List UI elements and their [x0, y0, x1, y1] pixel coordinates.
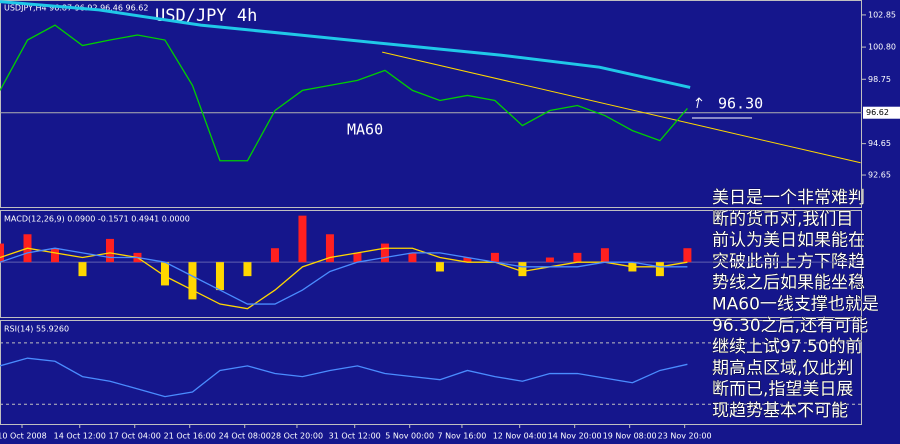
arrow: [695, 97, 703, 109]
histogram-bar: [270, 248, 279, 263]
chart-title: USD/JPY 4h: [155, 6, 257, 26]
x-tick-label: 17 Oct 04:00: [109, 432, 161, 441]
note-line: 现趋势基本不可能: [712, 401, 848, 421]
x-tick-label: 23 Nov 20:00: [658, 432, 712, 441]
x-tick-label: 21 Oct 16:00: [164, 432, 216, 441]
note-line: 断的货币对,我们目: [712, 209, 853, 229]
y-tick-label: 94.65: [868, 139, 891, 148]
macd-info: MACD(12,26,9) 0.0900 -0.1571 0.4941 0.00…: [4, 215, 190, 224]
histogram-bar: [380, 243, 389, 263]
x-tick-label: 28 Oct 20:00: [271, 432, 323, 441]
x-tick-label: 31 Oct 12:00: [329, 432, 381, 441]
rsi-info: RSI(14) 55.9260: [4, 325, 69, 334]
y-tick-label: 102.85: [868, 10, 896, 19]
note-line: 断而已,指望美日展: [712, 380, 853, 400]
histogram-bar: [600, 248, 609, 263]
level-label: 96.30: [718, 95, 763, 113]
x-tick-label: 14 Oct 12:00: [54, 432, 106, 441]
histogram-bar: [435, 262, 444, 272]
x-tick-label: 12 Nov 04:00: [493, 432, 547, 441]
histogram-bar: [78, 262, 87, 277]
y-tick-label: 100.80: [868, 43, 896, 52]
histogram-bar: [298, 215, 307, 263]
series-line: [0, 247, 688, 305]
x-tick-label: 24 Oct 08:00: [219, 432, 271, 441]
x-tick-label: 14 Nov 20:00: [548, 432, 602, 441]
macd-panel: [0, 210, 862, 318]
note-line: 96.30之后,还有可能: [712, 316, 868, 336]
x-tick-label: 5 Nov 00:00: [385, 432, 434, 441]
histogram-bar: [683, 248, 692, 263]
x-tick-label: 10 Oct 2008: [0, 432, 47, 441]
trendline: [382, 51, 861, 164]
histogram-bar: [573, 252, 582, 263]
histogram-bar: [215, 262, 224, 291]
histogram-bar: [50, 248, 59, 263]
series-line: [0, 357, 688, 398]
histogram-bar: [655, 262, 664, 277]
histogram-bar: [243, 262, 252, 277]
histogram-bar: [463, 257, 472, 263]
price-panel: [0, 0, 862, 208]
x-tick-label: 7 Nov 16:00: [438, 432, 487, 441]
note-line: 前认为美日如果能在: [712, 231, 865, 251]
histogram-bar: [325, 234, 334, 263]
rsi-panel: [0, 320, 862, 425]
histogram-bar: [518, 262, 527, 277]
y-tick-label: 98.75: [868, 75, 891, 84]
series-line: [0, 0, 691, 89]
histogram-bar: [188, 262, 197, 300]
current-price-box: [863, 106, 900, 119]
series-line: [0, 24, 688, 162]
note-line: 势线之后如果能坐稳: [712, 273, 865, 293]
y-tick-label: 92.65: [868, 171, 891, 180]
histogram-bar: [408, 252, 417, 263]
series-line: [0, 247, 688, 310]
x-tick-label: 19 Nov 08:00: [603, 432, 657, 441]
note-line: 期高点区域,仅此判: [712, 358, 853, 378]
histogram-bar: [353, 252, 362, 263]
histogram-bar: [545, 257, 554, 263]
note-line: 继续上试97.50的前: [712, 337, 863, 357]
histogram-bar: [490, 252, 499, 263]
note-line: MA60一线支撑也就是: [712, 295, 879, 315]
note-line: 美日是一个非常难判: [712, 188, 865, 208]
note: 美日是一个非常难判断的货币对,我们目前认为美日如果能在突破此前上方下降趋势线之后…: [712, 188, 880, 422]
histogram-bar: [0, 243, 4, 263]
ma-label: MA60: [347, 121, 383, 139]
histogram-bar: [160, 262, 169, 286]
current-price-label: 96.62: [866, 108, 889, 117]
histogram-bar: [105, 238, 114, 263]
